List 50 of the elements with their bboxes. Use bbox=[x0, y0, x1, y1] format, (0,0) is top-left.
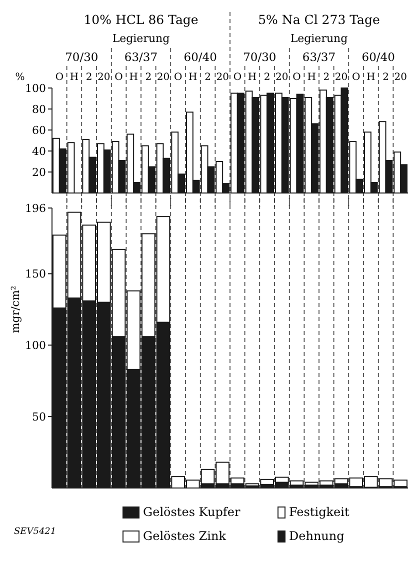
legend-label: Dehnung bbox=[289, 529, 345, 543]
text: 63/37 bbox=[302, 50, 336, 64]
x-tick-label: O bbox=[233, 72, 242, 83]
y-tick-label: 60 bbox=[32, 124, 46, 137]
text: Legierung bbox=[290, 32, 348, 45]
y-tick-label: 100 bbox=[25, 82, 46, 95]
text: 70/30 bbox=[243, 50, 276, 64]
x-tick-label: O bbox=[55, 72, 64, 83]
x-tick-label: 2 bbox=[86, 72, 92, 83]
y-tick-label: 80 bbox=[32, 102, 46, 116]
x-tick-label: H bbox=[70, 72, 79, 83]
x-tick-label: 20 bbox=[276, 72, 288, 83]
x-tick-label: 2 bbox=[264, 72, 270, 83]
text: 63/37 bbox=[124, 50, 158, 64]
x-tick-label: 2 bbox=[204, 72, 211, 83]
x-tick-label: 2 bbox=[323, 72, 330, 83]
x-tick-label: 2 bbox=[145, 72, 152, 83]
x-tick-label: 20 bbox=[394, 72, 407, 83]
legend-label: Festigkeit bbox=[289, 505, 350, 519]
text: 10% HCL 86 Tage bbox=[84, 12, 198, 27]
text: 70/30 bbox=[65, 50, 98, 64]
y-tick-label: 50 bbox=[32, 410, 46, 424]
x-tick-label: O bbox=[114, 72, 123, 83]
text: Legierung bbox=[112, 32, 170, 45]
y-axis-title: mgr/cm² bbox=[9, 286, 22, 334]
x-tick-label: H bbox=[366, 72, 376, 83]
x-tick-label: O bbox=[352, 72, 360, 83]
x-tick-label: 20 bbox=[334, 72, 348, 83]
x-tick-label: H bbox=[248, 72, 257, 83]
y-tick-label: 196 bbox=[25, 202, 46, 215]
y-tick-label: 20 bbox=[32, 166, 46, 179]
text: SEV5421 bbox=[14, 527, 56, 537]
text: 60/40 bbox=[362, 50, 395, 64]
x-tick-label: O bbox=[292, 72, 301, 83]
x-tick-label: H bbox=[307, 72, 316, 83]
x-tick-label: 2 bbox=[382, 72, 389, 83]
x-tick-label: 20 bbox=[156, 72, 170, 83]
text: 5% Na Cl 273 Tage bbox=[258, 12, 380, 27]
x-tick-label: 20 bbox=[98, 72, 110, 83]
x-tick-label: H bbox=[188, 72, 198, 83]
legend-label: Gelöstes Kupfer bbox=[143, 505, 240, 519]
x-tick-label: H bbox=[129, 72, 138, 83]
y-tick-label: 100 bbox=[25, 338, 46, 352]
x-tick-label: 20 bbox=[216, 72, 229, 83]
y-tick-label: 150 bbox=[25, 268, 46, 281]
y-axis-title: % bbox=[15, 72, 25, 83]
x-tick-label: O bbox=[174, 72, 182, 83]
legend-label: Gelöstes Zink bbox=[143, 529, 227, 543]
y-tick-label: 40 bbox=[32, 144, 46, 158]
text: 60/40 bbox=[184, 50, 217, 64]
